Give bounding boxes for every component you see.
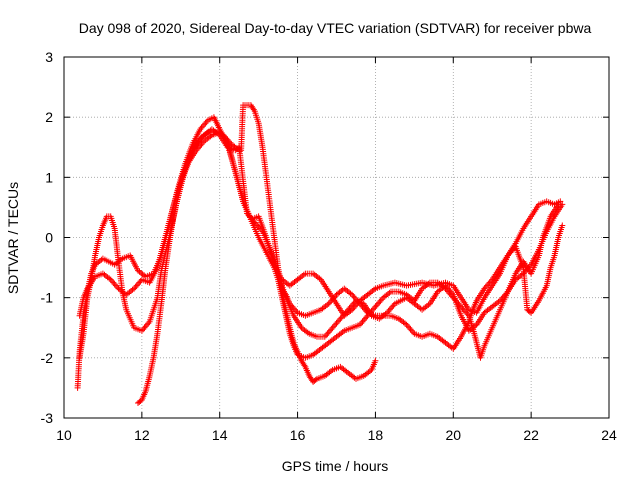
y-tick-label: -3 (41, 410, 54, 426)
y-tick-label: -2 (41, 350, 54, 366)
chart-title: Day 098 of 2020, Sidereal Day-to-day VTE… (79, 20, 592, 36)
series-track-4 (135, 129, 562, 406)
gridlines (64, 57, 609, 418)
x-tick-label: 12 (134, 427, 150, 443)
x-tick-label: 22 (523, 427, 539, 443)
plus-markers (275, 270, 379, 385)
y-tick-label: 3 (45, 49, 53, 65)
series-track-5 (275, 270, 379, 385)
x-tick-label: 20 (445, 427, 461, 443)
x-tick-label: 18 (368, 427, 384, 443)
data-points (74, 102, 566, 406)
y-tick-label: 0 (45, 230, 53, 246)
plot-frame (63, 56, 610, 419)
y-tick-label: 2 (45, 109, 53, 125)
x-tick-label: 24 (601, 427, 617, 443)
plus-markers (135, 129, 562, 406)
x-tick-label: 10 (56, 427, 72, 443)
y-axis-label: SDTVAR / TECUs (5, 182, 21, 294)
y-tick-label: 1 (45, 169, 53, 185)
x-tick-label: 14 (212, 427, 228, 443)
y-tick-label: -1 (41, 290, 54, 306)
x-tick-label: 16 (290, 427, 306, 443)
x-axis-label: GPS time / hours (282, 458, 389, 474)
